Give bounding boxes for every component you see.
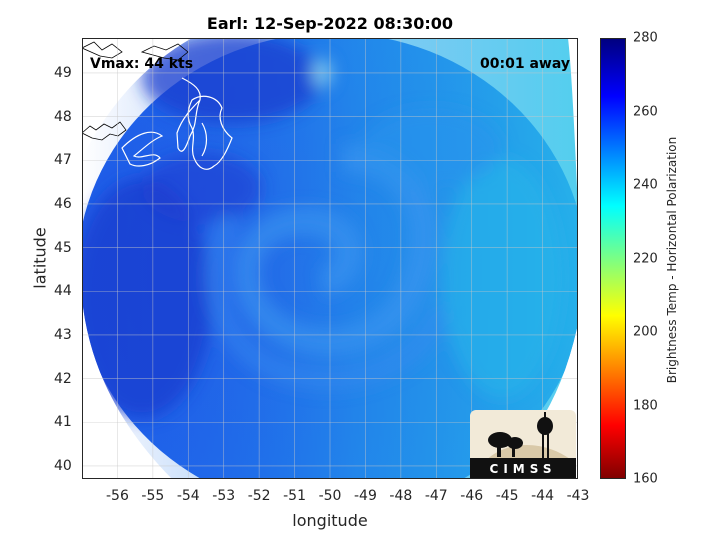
colorbar-tick-label: 280 [633, 30, 658, 46]
latitude-tick-label: 44 [54, 283, 72, 300]
colorbar-tick-label: 160 [633, 471, 658, 487]
longitude-tick-label: -50 [318, 488, 342, 504]
latitude-tick-label: 42 [54, 370, 72, 387]
time-away-label: 00:01 away [480, 56, 570, 72]
longitude-tick-label: -51 [283, 488, 306, 504]
latitude-tick-label: 45 [54, 239, 72, 256]
longitude-tick-label: -46 [460, 488, 484, 504]
cimss-logo: CIMSS [470, 410, 576, 478]
logo-text: CIMSS [490, 462, 557, 476]
colorbar-tick-label: 220 [633, 251, 658, 266]
longitude-tick-label: -52 [247, 488, 271, 504]
observatory-icon [488, 432, 523, 457]
colorbar [600, 38, 626, 479]
latitude-tick-label: 48 [54, 108, 72, 125]
longitude-tick-label: -45 [495, 488, 519, 504]
longitude-tick-label: -49 [353, 488, 377, 504]
longitude-tick-label: -54 [176, 488, 200, 504]
longitude-tick-label: -55 [141, 488, 165, 504]
colorbar-tick-label: 240 [633, 177, 658, 193]
plot-frame [82, 38, 578, 479]
coastline [82, 41, 233, 170]
latitude-tick-label: 41 [54, 414, 72, 431]
longitude-tick-label: -48 [389, 488, 413, 504]
satellite-map: CIMSS Vmax: 44 kts 00:01 away [82, 38, 578, 479]
vmax-label: Vmax: 44 kts [90, 56, 193, 72]
latitude-tick-label: 40 [54, 457, 72, 474]
longitude-tick-label: -53 [212, 488, 236, 504]
colorbar-tick-label: 200 [633, 324, 658, 340]
y-axis-label: latitude [30, 227, 50, 289]
water-tower-icon [537, 412, 553, 458]
map-grid [82, 38, 578, 479]
longitude-tick-label: -56 [105, 488, 129, 504]
map-title: Earl: 12-Sep-2022 08:30:00 [206, 14, 454, 33]
longitude-tick-label: -43 [566, 488, 590, 504]
latitude-tick-label: 49 [54, 64, 72, 81]
longitude-tick-label: -47 [424, 488, 448, 504]
latitude-tick-label: 46 [54, 195, 72, 212]
x-axis-label: longitude [292, 511, 368, 530]
latitude-tick-label: 47 [54, 152, 72, 169]
brightness-temperature-swath [82, 38, 577, 479]
longitude-tick-label: -44 [531, 488, 554, 504]
latitude-tick-label: 43 [54, 326, 72, 343]
colorbar-gradient [601, 39, 625, 478]
colorbar-tick-label: 180 [633, 398, 658, 413]
colorbar-label: Brightness Temp - Horizontal Polarizatio… [665, 136, 679, 384]
colorbar-tick-label: 260 [633, 104, 658, 119]
